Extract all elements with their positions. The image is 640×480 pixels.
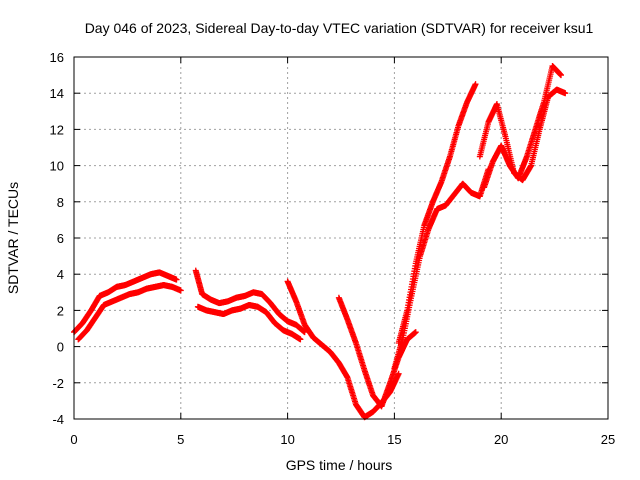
y-tick-label: 0 <box>57 340 64 355</box>
chart-title: Day 046 of 2023, Sidereal Day-to-day VTE… <box>85 20 594 36</box>
y-axis-label: SDTVAR / TECUs <box>5 182 21 294</box>
y-tick-label: 6 <box>57 231 64 246</box>
data-point <box>412 329 419 336</box>
y-tick-label: 2 <box>57 303 64 318</box>
y-tick-label: -2 <box>52 376 64 391</box>
y-tick-label: 14 <box>50 86 64 101</box>
y-tick-label: 16 <box>50 50 64 65</box>
y-tick-label: 10 <box>50 159 64 174</box>
data-point <box>177 287 184 294</box>
x-tick-label: 20 <box>494 432 508 447</box>
x-tick-label: 10 <box>280 432 294 447</box>
x-tick-label: 25 <box>601 432 615 447</box>
x-tick-label: 5 <box>177 432 184 447</box>
y-tick-label: 8 <box>57 195 64 210</box>
series-track-c <box>192 267 308 336</box>
x-axis-label: GPS time / hours <box>286 457 393 473</box>
data-point <box>558 72 565 79</box>
x-tick-label: 0 <box>70 432 77 447</box>
series-track-j <box>481 63 565 191</box>
series-track-f <box>335 294 419 410</box>
y-tick-label: -4 <box>52 412 64 427</box>
data-points <box>71 63 569 421</box>
data-point <box>297 336 304 343</box>
series-track-a <box>71 269 180 336</box>
y-tick-label: 4 <box>57 267 64 282</box>
data-point <box>472 81 479 88</box>
data-point <box>562 90 569 97</box>
data-point <box>395 370 402 377</box>
x-tick-label: 15 <box>387 432 401 447</box>
data-point <box>173 276 180 283</box>
axis-ticks: 0 5 10 15 20 25 -4 -2 0 2 4 6 8 10 12 14 16 <box>50 50 616 447</box>
y-tick-label: 12 <box>50 122 64 137</box>
series-track-d <box>194 301 304 343</box>
series-track-b <box>75 282 184 343</box>
